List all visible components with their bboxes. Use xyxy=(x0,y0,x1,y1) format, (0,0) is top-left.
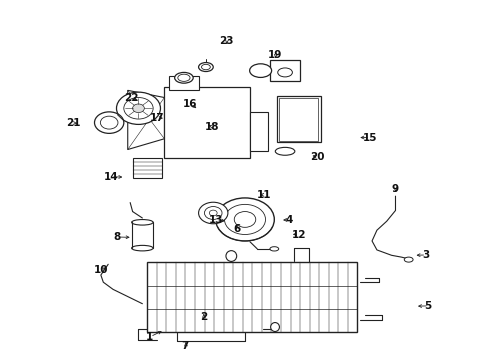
Text: 10: 10 xyxy=(94,265,108,275)
Text: 21: 21 xyxy=(66,118,80,128)
Text: 18: 18 xyxy=(204,122,219,132)
Text: 1: 1 xyxy=(146,332,153,342)
Text: 22: 22 xyxy=(124,93,139,103)
Polygon shape xyxy=(128,90,164,149)
Bar xyxy=(270,60,300,81)
Bar xyxy=(250,112,269,151)
Text: 14: 14 xyxy=(103,172,118,182)
Circle shape xyxy=(216,198,274,241)
Text: 17: 17 xyxy=(150,113,164,123)
Text: 9: 9 xyxy=(392,184,399,194)
Text: 6: 6 xyxy=(233,225,240,234)
Text: 7: 7 xyxy=(182,341,189,351)
Text: 16: 16 xyxy=(183,99,197,109)
Bar xyxy=(277,96,321,142)
Ellipse shape xyxy=(226,251,237,261)
Ellipse shape xyxy=(404,257,413,262)
Text: 13: 13 xyxy=(208,215,223,225)
Circle shape xyxy=(224,204,266,234)
Text: 20: 20 xyxy=(310,152,324,162)
Text: 5: 5 xyxy=(425,301,432,311)
Circle shape xyxy=(133,104,145,113)
Text: 15: 15 xyxy=(362,133,377,143)
Circle shape xyxy=(198,202,228,224)
Text: 11: 11 xyxy=(257,190,272,200)
Ellipse shape xyxy=(132,220,153,225)
Ellipse shape xyxy=(174,72,193,83)
Bar xyxy=(279,98,318,140)
Circle shape xyxy=(95,112,124,134)
Ellipse shape xyxy=(278,68,293,77)
Text: 23: 23 xyxy=(219,36,234,46)
Circle shape xyxy=(209,210,217,216)
Ellipse shape xyxy=(270,247,279,251)
Bar xyxy=(133,158,162,178)
Ellipse shape xyxy=(198,63,213,72)
Circle shape xyxy=(117,92,160,125)
Ellipse shape xyxy=(178,74,190,81)
Ellipse shape xyxy=(201,64,210,70)
Bar xyxy=(169,76,198,90)
Text: 2: 2 xyxy=(200,312,207,322)
Circle shape xyxy=(204,207,222,220)
Ellipse shape xyxy=(270,323,279,332)
Bar xyxy=(147,262,357,332)
Ellipse shape xyxy=(275,147,295,155)
Text: 19: 19 xyxy=(268,50,282,60)
Text: 3: 3 xyxy=(422,250,429,260)
Circle shape xyxy=(234,212,256,227)
Circle shape xyxy=(124,98,153,119)
Ellipse shape xyxy=(132,246,153,251)
Text: 4: 4 xyxy=(285,215,293,225)
Text: 12: 12 xyxy=(292,230,306,239)
Circle shape xyxy=(100,116,118,129)
Polygon shape xyxy=(164,87,250,158)
Ellipse shape xyxy=(249,64,271,77)
Text: 8: 8 xyxy=(113,232,121,242)
